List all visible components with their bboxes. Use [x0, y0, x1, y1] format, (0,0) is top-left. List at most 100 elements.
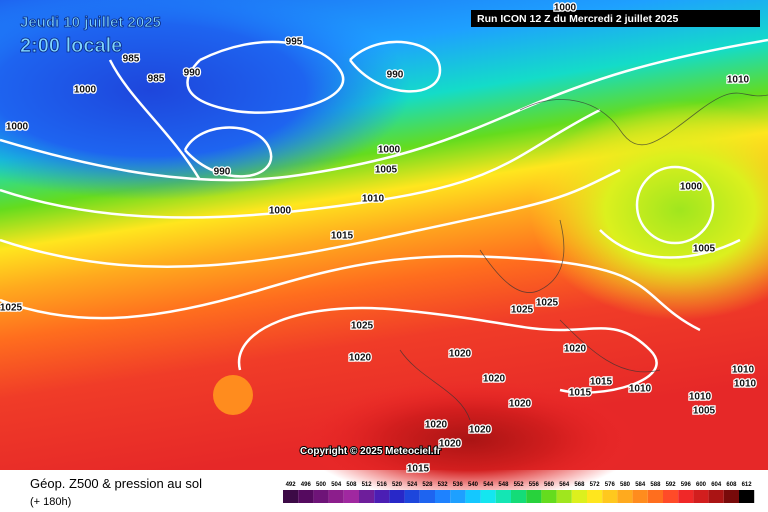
scale-swatch: [541, 490, 557, 503]
scale-label: 524: [407, 482, 418, 488]
isobar-label: 1020: [449, 349, 472, 360]
scale-label: 600: [696, 482, 707, 488]
scale-swatch: [663, 490, 679, 503]
scale-label: 568: [574, 482, 585, 488]
scale-label: 556: [529, 482, 540, 488]
isobar-label: 1000: [554, 3, 577, 14]
scale-swatch: [647, 490, 663, 503]
scale-swatch: [404, 490, 420, 503]
run-info: Run ICON 12 Z du Mercredi 2 juillet 2025: [477, 13, 678, 25]
scale-label: 548: [498, 482, 509, 488]
date: Jeudi 10 juillet 2025: [20, 14, 161, 31]
isobar-label: 1015: [407, 464, 430, 475]
scale-label: 580: [620, 482, 631, 488]
footer-lead: (+ 180h): [30, 496, 71, 508]
scale-label: 492: [286, 482, 297, 488]
scale-label: 576: [605, 482, 616, 488]
isobar-label: 1010: [689, 392, 712, 403]
scale-label: 536: [453, 482, 464, 488]
scale-swatch: [556, 490, 572, 503]
isobar-label: 1000: [74, 85, 97, 96]
scale-label: 508: [346, 482, 357, 488]
footer-title: Géop. Z500 & pression au sol: [30, 476, 202, 491]
isobar-label: 1020: [509, 399, 532, 410]
scale-label: 528: [422, 482, 433, 488]
isobar-label: 990: [184, 68, 201, 79]
isobar-label: 990: [387, 70, 404, 81]
copyright: Copyright © 2025 Meteociel.fr: [300, 446, 441, 457]
isobar-label: 1020: [425, 420, 448, 431]
isobar-label: 990: [214, 167, 231, 178]
scale-swatch: [708, 490, 724, 503]
scale-swatch: [678, 490, 694, 503]
isobar-label: 985: [123, 54, 140, 65]
isobar-label: 1020: [469, 425, 492, 436]
scale-swatch: [495, 490, 511, 503]
isobar-label: 1010: [732, 365, 755, 376]
isobar-label: 1000: [680, 182, 703, 193]
color-scale: 492 496 500 504 508 512 516 520 524 528 532 536 540 5…: [283, 482, 755, 503]
isobar-label: 1015: [331, 231, 354, 242]
scale-swatch: [587, 490, 603, 503]
isobar-label: 1015: [590, 377, 613, 388]
scale-swatch: [526, 490, 542, 503]
scale-swatch: [435, 490, 451, 503]
scale-swatch: [374, 490, 390, 503]
scale-label: 604: [711, 482, 722, 488]
isobar-label: 1000: [378, 145, 401, 156]
scale-swatch: [359, 490, 375, 503]
time: 2:00 locale: [20, 35, 122, 57]
scale-swatch: [632, 490, 648, 503]
isobar-label: 1000: [269, 206, 292, 217]
isobar-label: 1020: [439, 439, 462, 450]
isobar-label: 1025: [511, 305, 534, 316]
scale-swatch: [693, 490, 709, 503]
scale-swatch: [723, 490, 739, 503]
isobar-label: 1010: [362, 194, 385, 205]
isobar-label: 1025: [351, 321, 374, 332]
isobar-label: 1020: [483, 374, 506, 385]
scale-label: 500: [316, 482, 327, 488]
isobar-label: 1005: [375, 165, 398, 176]
scale-swatch: [298, 490, 314, 503]
scale-label: 588: [650, 482, 661, 488]
scale-label: 608: [726, 482, 737, 488]
map-background: [0, 0, 768, 500]
isobar-label: 1025: [536, 298, 559, 309]
run-box: [471, 10, 760, 27]
isobar-label: 995: [286, 37, 303, 48]
isobar-labels: 985 985 990 995 1000 990 1010 1000 1000 990 1000 10…: [0, 1, 758, 476]
scale-label: 592: [666, 482, 677, 488]
scale-swatch: [511, 490, 527, 503]
scale-swatch: [480, 490, 496, 503]
scale-label: 520: [392, 482, 403, 488]
scale-swatch: [343, 490, 359, 503]
scale-label: 596: [681, 482, 692, 488]
scale-label: 532: [438, 482, 449, 488]
scale-label: 540: [468, 482, 479, 488]
isobar-label: 985: [148, 74, 165, 85]
scale-swatch: [602, 490, 618, 503]
scale-label: 584: [635, 482, 646, 488]
scale-swatch: [739, 490, 755, 503]
scale-label: 552: [514, 482, 525, 488]
isobar-label: 1010: [727, 75, 750, 86]
scale-swatch: [328, 490, 344, 503]
scale-swatch: [313, 490, 329, 503]
scale-swatch: [571, 490, 587, 503]
isobar-label: 1010: [734, 379, 757, 390]
scale-label: 512: [362, 482, 373, 488]
isobar-label: 1025: [0, 303, 23, 314]
scale-swatch: [419, 490, 435, 503]
isobar-label: 1000: [6, 122, 29, 133]
isobar-label: 1005: [693, 244, 716, 255]
scale-swatch: [617, 490, 633, 503]
isobar-label: 1010: [629, 384, 652, 395]
scale-swatch: [450, 490, 466, 503]
isobar-label: 1005: [693, 406, 716, 417]
isobar-label: 1020: [349, 353, 372, 364]
isobar-label: 1015: [569, 388, 592, 399]
scale-swatch: [465, 490, 481, 503]
scale-swatch: [389, 490, 405, 503]
